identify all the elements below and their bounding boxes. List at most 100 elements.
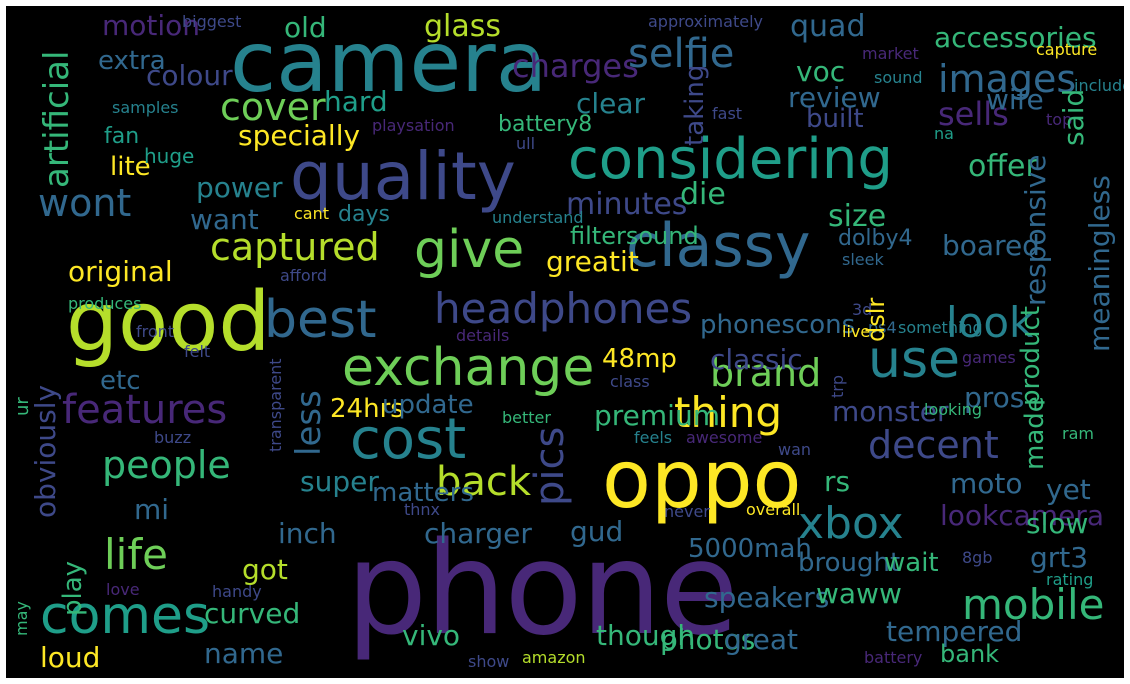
word-wife: voc bbox=[796, 55, 846, 88]
word-matters: etc bbox=[100, 366, 141, 396]
word-3d: fan bbox=[104, 124, 140, 149]
word-brought: rs bbox=[824, 465, 851, 498]
word-better: live bbox=[842, 322, 871, 341]
word-give: give bbox=[414, 220, 525, 280]
word-premium: product bbox=[1016, 305, 1046, 406]
word-samples: biggest bbox=[182, 12, 242, 31]
word-grt3: yet bbox=[1046, 473, 1091, 506]
word-market: name bbox=[204, 637, 284, 670]
word-clear: motion bbox=[102, 9, 201, 42]
word-monster: phonescons bbox=[700, 310, 856, 340]
word-overall: class bbox=[610, 372, 650, 391]
word-front: cant bbox=[294, 204, 330, 223]
word-ram: something bbox=[898, 318, 983, 337]
word-play: battery bbox=[864, 648, 923, 667]
word-felt: understand bbox=[492, 208, 584, 227]
word-speakers: inch bbox=[278, 517, 337, 550]
word-inch: monster bbox=[832, 395, 949, 428]
word-quality: quality bbox=[290, 138, 516, 215]
word-pros: classic bbox=[710, 343, 803, 376]
word-hard: charges bbox=[512, 47, 639, 85]
word-artificial: thnx bbox=[404, 500, 441, 519]
word-life: back bbox=[436, 459, 532, 505]
word-old: mobile bbox=[962, 580, 1105, 629]
word-comes: comes bbox=[40, 586, 211, 646]
word-cant: samples bbox=[112, 98, 179, 117]
word-thnx: games bbox=[962, 348, 1016, 367]
word-obviously: amazon bbox=[522, 648, 586, 667]
word-mobile: decent bbox=[868, 423, 999, 467]
word-features: features bbox=[62, 387, 228, 433]
word-loud: wait bbox=[884, 548, 939, 578]
word-though: 5000mah bbox=[688, 534, 812, 564]
word-may: built bbox=[806, 104, 864, 134]
word-motion: old bbox=[284, 11, 327, 44]
word-cover: images bbox=[938, 57, 1077, 101]
word-lite: sells bbox=[938, 95, 1009, 133]
word-fan: though bbox=[596, 619, 696, 652]
word-original: die bbox=[680, 177, 726, 212]
word-huge: photos bbox=[660, 623, 756, 656]
word-offer: power bbox=[196, 171, 283, 204]
word-phone: phone bbox=[346, 515, 739, 664]
word-amazon: awesome bbox=[686, 428, 763, 447]
word-battery: wan bbox=[778, 440, 812, 459]
word-camera: camera bbox=[230, 13, 548, 111]
word-power: wife bbox=[986, 83, 1044, 116]
word-exchange: exchange bbox=[342, 338, 595, 398]
word-colour: accessories bbox=[934, 21, 1097, 54]
word-name: brought bbox=[798, 548, 901, 578]
word-produces: fast bbox=[712, 104, 743, 123]
word-slow: super bbox=[300, 465, 379, 498]
word-glass: people bbox=[102, 443, 231, 487]
word-taking: 8gb bbox=[962, 548, 993, 567]
word-wait: moto bbox=[950, 467, 1023, 500]
word-want: review bbox=[788, 81, 881, 114]
word-boared: minutes bbox=[566, 187, 688, 222]
word-sound: loud bbox=[40, 641, 101, 674]
word-greatit: offer bbox=[968, 149, 1038, 184]
word-great: slow bbox=[1026, 507, 1089, 540]
word-charges: quad bbox=[790, 9, 866, 44]
word-extra: speakers bbox=[704, 581, 830, 614]
word-included: bank bbox=[940, 640, 1000, 668]
word-images: selfie bbox=[628, 31, 735, 77]
word-understand: playsation bbox=[372, 116, 455, 135]
word-etc: filtersound bbox=[570, 222, 699, 250]
word-buzz: 3d bbox=[852, 300, 873, 319]
word-headphones: headphones bbox=[434, 284, 693, 333]
word-responsive: love bbox=[106, 580, 140, 599]
word-said: overall bbox=[746, 500, 801, 519]
word-brand: brand bbox=[710, 351, 822, 395]
word-voc: said bbox=[1057, 88, 1090, 146]
word-never: trp bbox=[828, 374, 847, 398]
word-games: afford bbox=[280, 266, 328, 285]
word-phonescons: meaningless bbox=[1083, 175, 1116, 352]
word-back: xbox bbox=[798, 498, 904, 549]
word-yet: premium bbox=[594, 399, 720, 432]
word-class: details bbox=[456, 326, 510, 345]
word-product: may bbox=[12, 601, 31, 636]
word-review: clear bbox=[576, 87, 646, 120]
word-curved: gud bbox=[570, 515, 624, 548]
word-rs: 24hrs bbox=[330, 394, 404, 424]
word-quad: less bbox=[289, 390, 329, 456]
word-rating: transparent bbox=[266, 358, 285, 452]
word-something: ur bbox=[12, 397, 33, 416]
word-size: want bbox=[190, 203, 259, 236]
word-capture: vivo bbox=[402, 619, 461, 652]
word-battery8: waww bbox=[816, 577, 902, 610]
word-decent: artificial bbox=[37, 50, 77, 188]
word-photos: lookcamera bbox=[940, 499, 1104, 532]
word-good: good bbox=[66, 275, 271, 370]
word-mi: dslr bbox=[862, 297, 890, 342]
word-transparent: battery8 bbox=[498, 112, 593, 137]
word-vivo: got bbox=[242, 553, 288, 586]
word-die: lite bbox=[110, 152, 151, 182]
word-awesome: felt bbox=[184, 342, 211, 361]
word-show: feels bbox=[634, 428, 673, 447]
word-filtersound: size bbox=[828, 199, 887, 234]
word-classic: original bbox=[68, 255, 173, 288]
word-selfie: life bbox=[104, 530, 168, 579]
word-considering: considering bbox=[568, 127, 893, 192]
